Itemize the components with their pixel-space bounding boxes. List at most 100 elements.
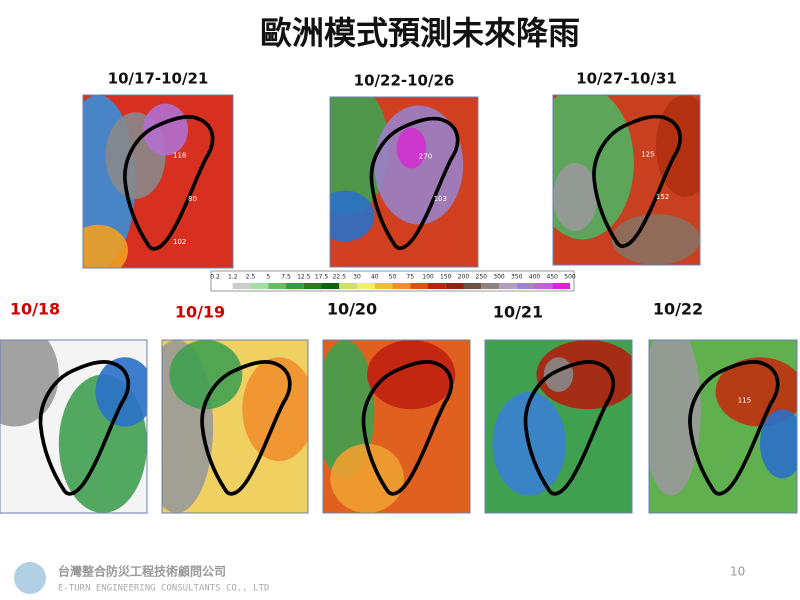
colorbar-swatch	[552, 283, 570, 289]
colorbar-swatch	[303, 283, 322, 289]
period-label: 10/17-10/21	[108, 70, 209, 88]
colorbar-label: 50	[389, 274, 397, 281]
period-label: 10/27-10/31	[576, 70, 677, 88]
map-field	[553, 95, 700, 265]
colorbar-label: 200	[458, 274, 470, 281]
colorbar-label: 400	[529, 274, 541, 281]
map-value: 80	[188, 195, 197, 203]
colorbar-label: 7.5	[281, 274, 291, 281]
map-field	[323, 340, 470, 513]
colorbar-swatch	[481, 283, 499, 289]
colorbar-swatch	[286, 283, 304, 289]
colorbar-label: 150	[440, 274, 452, 281]
colorbar-label: 0.2	[210, 274, 220, 281]
map-frame	[552, 94, 701, 266]
map-value: 125	[641, 151, 654, 159]
period-label: 10/22-10/26	[354, 72, 455, 90]
day-label: 10/22	[653, 300, 703, 319]
colorbar-label: 40	[371, 274, 379, 281]
colorbar-label: 75	[406, 274, 414, 281]
rain-area	[83, 224, 128, 268]
colorbar-label: 2.5	[246, 274, 256, 281]
colorbar-swatch	[499, 283, 517, 289]
company-name: 台灣整合防災工程技術顧問公司	[58, 564, 226, 579]
colorbar-label: 22.5	[333, 274, 347, 281]
rain-area	[95, 357, 147, 427]
rain-area	[330, 443, 404, 513]
colorbar-swatch	[215, 283, 233, 289]
colorbar-label: 100	[422, 274, 434, 281]
rain-area	[330, 97, 390, 216]
colorbar-label: 1.2	[228, 274, 238, 281]
colorbar-swatch	[339, 283, 357, 289]
rain-area	[611, 214, 700, 265]
map-field	[330, 97, 478, 267]
map-value: 103	[434, 195, 447, 203]
colorbar-swatch	[250, 283, 269, 289]
map-field	[83, 95, 233, 268]
colorbar-label: 30	[353, 274, 361, 281]
colorbar-swatch	[321, 283, 340, 289]
map-field	[0, 340, 147, 513]
rain-area	[323, 340, 375, 479]
rain-area	[760, 409, 797, 479]
map-frame	[82, 94, 234, 269]
colorbar-swatch	[374, 283, 393, 289]
rain-area	[143, 103, 188, 156]
rain-map: 118 80 102	[82, 94, 234, 269]
rain-area	[169, 340, 243, 410]
map-field	[649, 340, 797, 513]
day-label: 10/20	[327, 300, 377, 319]
map-frame	[329, 96, 479, 268]
colorbar-swatch	[268, 283, 286, 289]
rain-area	[553, 163, 598, 231]
map-frame	[484, 339, 633, 514]
map-frame	[0, 339, 148, 514]
rain-map: 115	[648, 339, 798, 514]
rain-area	[396, 127, 427, 169]
colorbar-swatch	[516, 283, 535, 289]
map-frame	[322, 339, 471, 514]
colorbar-label: 250	[476, 274, 488, 281]
map-group: 118 80 102 270 103 125 152 115	[0, 94, 798, 514]
colorbar-swatch	[445, 283, 464, 289]
colorbar-swatch	[232, 283, 251, 289]
day-label: 10/19	[175, 303, 225, 322]
slide-title: 歐洲模式預測未來降雨	[260, 14, 580, 52]
day-label: 10/18	[10, 300, 60, 319]
colorbar-label: 5	[266, 274, 270, 281]
rain-map	[484, 339, 633, 514]
colorbar-label: 500	[564, 274, 576, 281]
rain-area	[536, 340, 632, 410]
page-number: 10	[730, 565, 745, 579]
rain-area	[330, 190, 375, 242]
rain-map	[322, 339, 471, 514]
colorbar: 0.2 1.2 2.5 5 7.5 12.5 17.5 22.5 30 40 50 75 100 150 2…	[210, 270, 576, 292]
colorbar-swatch	[410, 283, 428, 289]
map-field	[485, 340, 632, 513]
map-frame	[648, 339, 798, 514]
map-value: 152	[656, 193, 669, 201]
colorbar-label: 350	[511, 274, 523, 281]
rain-area	[649, 340, 701, 496]
colorbar-swatch	[463, 283, 482, 289]
rain-map: 270 103	[329, 96, 479, 268]
colorbar-label: 300	[493, 274, 505, 281]
day-label: 10/21	[493, 303, 543, 322]
colorbar-swatch	[534, 283, 553, 289]
map-field	[162, 340, 308, 513]
colorbar-label: 12.5	[297, 274, 311, 281]
map-value: 102	[173, 238, 186, 246]
rain-map	[161, 339, 309, 514]
colorbar-label: 450	[547, 274, 559, 281]
company-name-en: E-TURN ENGINEERING CONSULTANTS CO., LTD	[58, 584, 269, 594]
colorbar-swatch	[428, 283, 446, 289]
map-value: 270	[419, 153, 432, 161]
map-value: 115	[738, 397, 751, 405]
colorbar-label: 17.5	[315, 274, 329, 281]
map-value: 118	[173, 152, 186, 160]
rain-map: 125 152	[552, 94, 701, 266]
map-frame	[161, 339, 309, 514]
colorbar-swatch	[392, 283, 411, 289]
